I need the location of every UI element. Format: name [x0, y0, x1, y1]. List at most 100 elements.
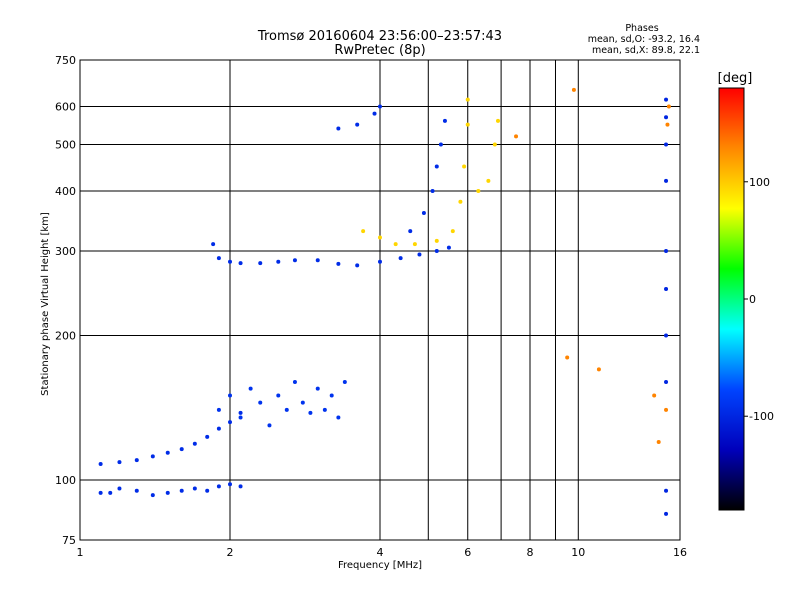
colorbar-gradient [718, 87, 745, 511]
data-point [98, 461, 103, 466]
data-point [228, 259, 232, 264]
data-point [378, 104, 382, 109]
data-point [492, 142, 497, 147]
y-tick-label: 75 [62, 534, 76, 547]
data-point [378, 235, 382, 240]
data-point [228, 393, 232, 398]
data-point [652, 393, 657, 398]
colorbar: 100 0 -100 [718, 87, 774, 511]
data-point [421, 211, 426, 216]
data-point [292, 258, 297, 263]
data-point [434, 249, 439, 254]
data-point [664, 142, 669, 147]
data-point [465, 97, 470, 102]
data-point [664, 287, 669, 292]
data-point [664, 333, 669, 338]
data-point [238, 484, 243, 489]
data-point [329, 393, 334, 398]
data-point [408, 229, 413, 234]
data-point [665, 122, 670, 127]
data-point [465, 122, 470, 127]
data-point [442, 118, 447, 123]
data-point [434, 164, 439, 169]
x-tick-label: 1 [77, 546, 84, 559]
y-tick-label: 750 [55, 54, 76, 67]
data-point [117, 486, 122, 491]
phases-x-stats: mean, sd,X: 89.8, 22.1 [592, 45, 700, 56]
y-tick-label: 400 [55, 185, 76, 198]
data-point [284, 407, 289, 412]
data-point [336, 126, 341, 131]
data-point [355, 263, 360, 268]
y-tick-label: 600 [55, 101, 76, 114]
colorbar-tick-label: 0 [749, 293, 756, 306]
x-tick-label: 4 [377, 546, 384, 559]
data-point [248, 386, 253, 391]
data-point [211, 242, 216, 247]
colorbar-tick-label: -100 [749, 410, 774, 423]
data-point [179, 447, 184, 452]
chart-title: Tromsø 20160604 23:56:00–23:57:43 [257, 29, 502, 44]
data-point [134, 458, 139, 463]
data-point [150, 493, 155, 498]
y-tick-label: 500 [55, 139, 76, 152]
colorbar-tick-label: 100 [749, 176, 770, 189]
data-point [216, 484, 221, 489]
x-tick-label: 16 [673, 546, 687, 559]
chart-subtitle: RwPretec (8p) [334, 43, 425, 58]
data-point [596, 367, 601, 372]
data-point [315, 386, 320, 391]
data-point [434, 238, 439, 243]
y-tick-label: 200 [55, 330, 76, 343]
data-point [495, 118, 500, 123]
y-axis-label: Stationary phase Virtual Height [km] [40, 212, 51, 396]
data-point [276, 259, 281, 264]
data-point [117, 460, 122, 465]
data-point [462, 164, 467, 169]
data-point [98, 490, 103, 495]
data-point [192, 441, 197, 446]
data-point [150, 454, 155, 459]
data-point [446, 245, 451, 250]
y-tick-label: 100 [55, 474, 76, 487]
data-point [276, 393, 281, 398]
data-point [238, 410, 243, 415]
data-point [664, 511, 669, 516]
data-point [300, 400, 305, 405]
data-point [476, 189, 481, 194]
data-point [571, 87, 576, 92]
x-tick-label: 8 [527, 546, 534, 559]
data-point [398, 256, 403, 261]
data-point [656, 440, 661, 445]
data-point [664, 249, 669, 254]
data-point [450, 229, 455, 234]
data-point [664, 407, 669, 412]
data-point [108, 490, 113, 495]
data-point [267, 423, 272, 428]
plot-area: 75 100 200 300 400 500 600 750 1 2 4 6 8 10 16 [55, 54, 687, 559]
data-point [238, 415, 243, 420]
data-point [258, 400, 263, 405]
data-point [664, 97, 669, 102]
colorbar-title: [deg] [718, 71, 753, 86]
data-point [664, 488, 669, 493]
data-point [179, 488, 184, 493]
data-point [666, 104, 671, 109]
data-point [355, 122, 360, 127]
data-point [514, 134, 519, 139]
data-point [417, 252, 422, 257]
data-point [238, 261, 243, 266]
data-point [412, 242, 417, 247]
data-point [336, 415, 341, 420]
data-point [486, 178, 491, 183]
data-point [258, 261, 263, 266]
data-point [393, 242, 398, 247]
data-point [205, 434, 210, 439]
data-point [322, 407, 327, 412]
data-point [438, 142, 443, 147]
data-point [565, 355, 570, 360]
data-point [228, 420, 232, 425]
y-tick-label: 300 [55, 245, 76, 258]
data-point [372, 111, 377, 116]
